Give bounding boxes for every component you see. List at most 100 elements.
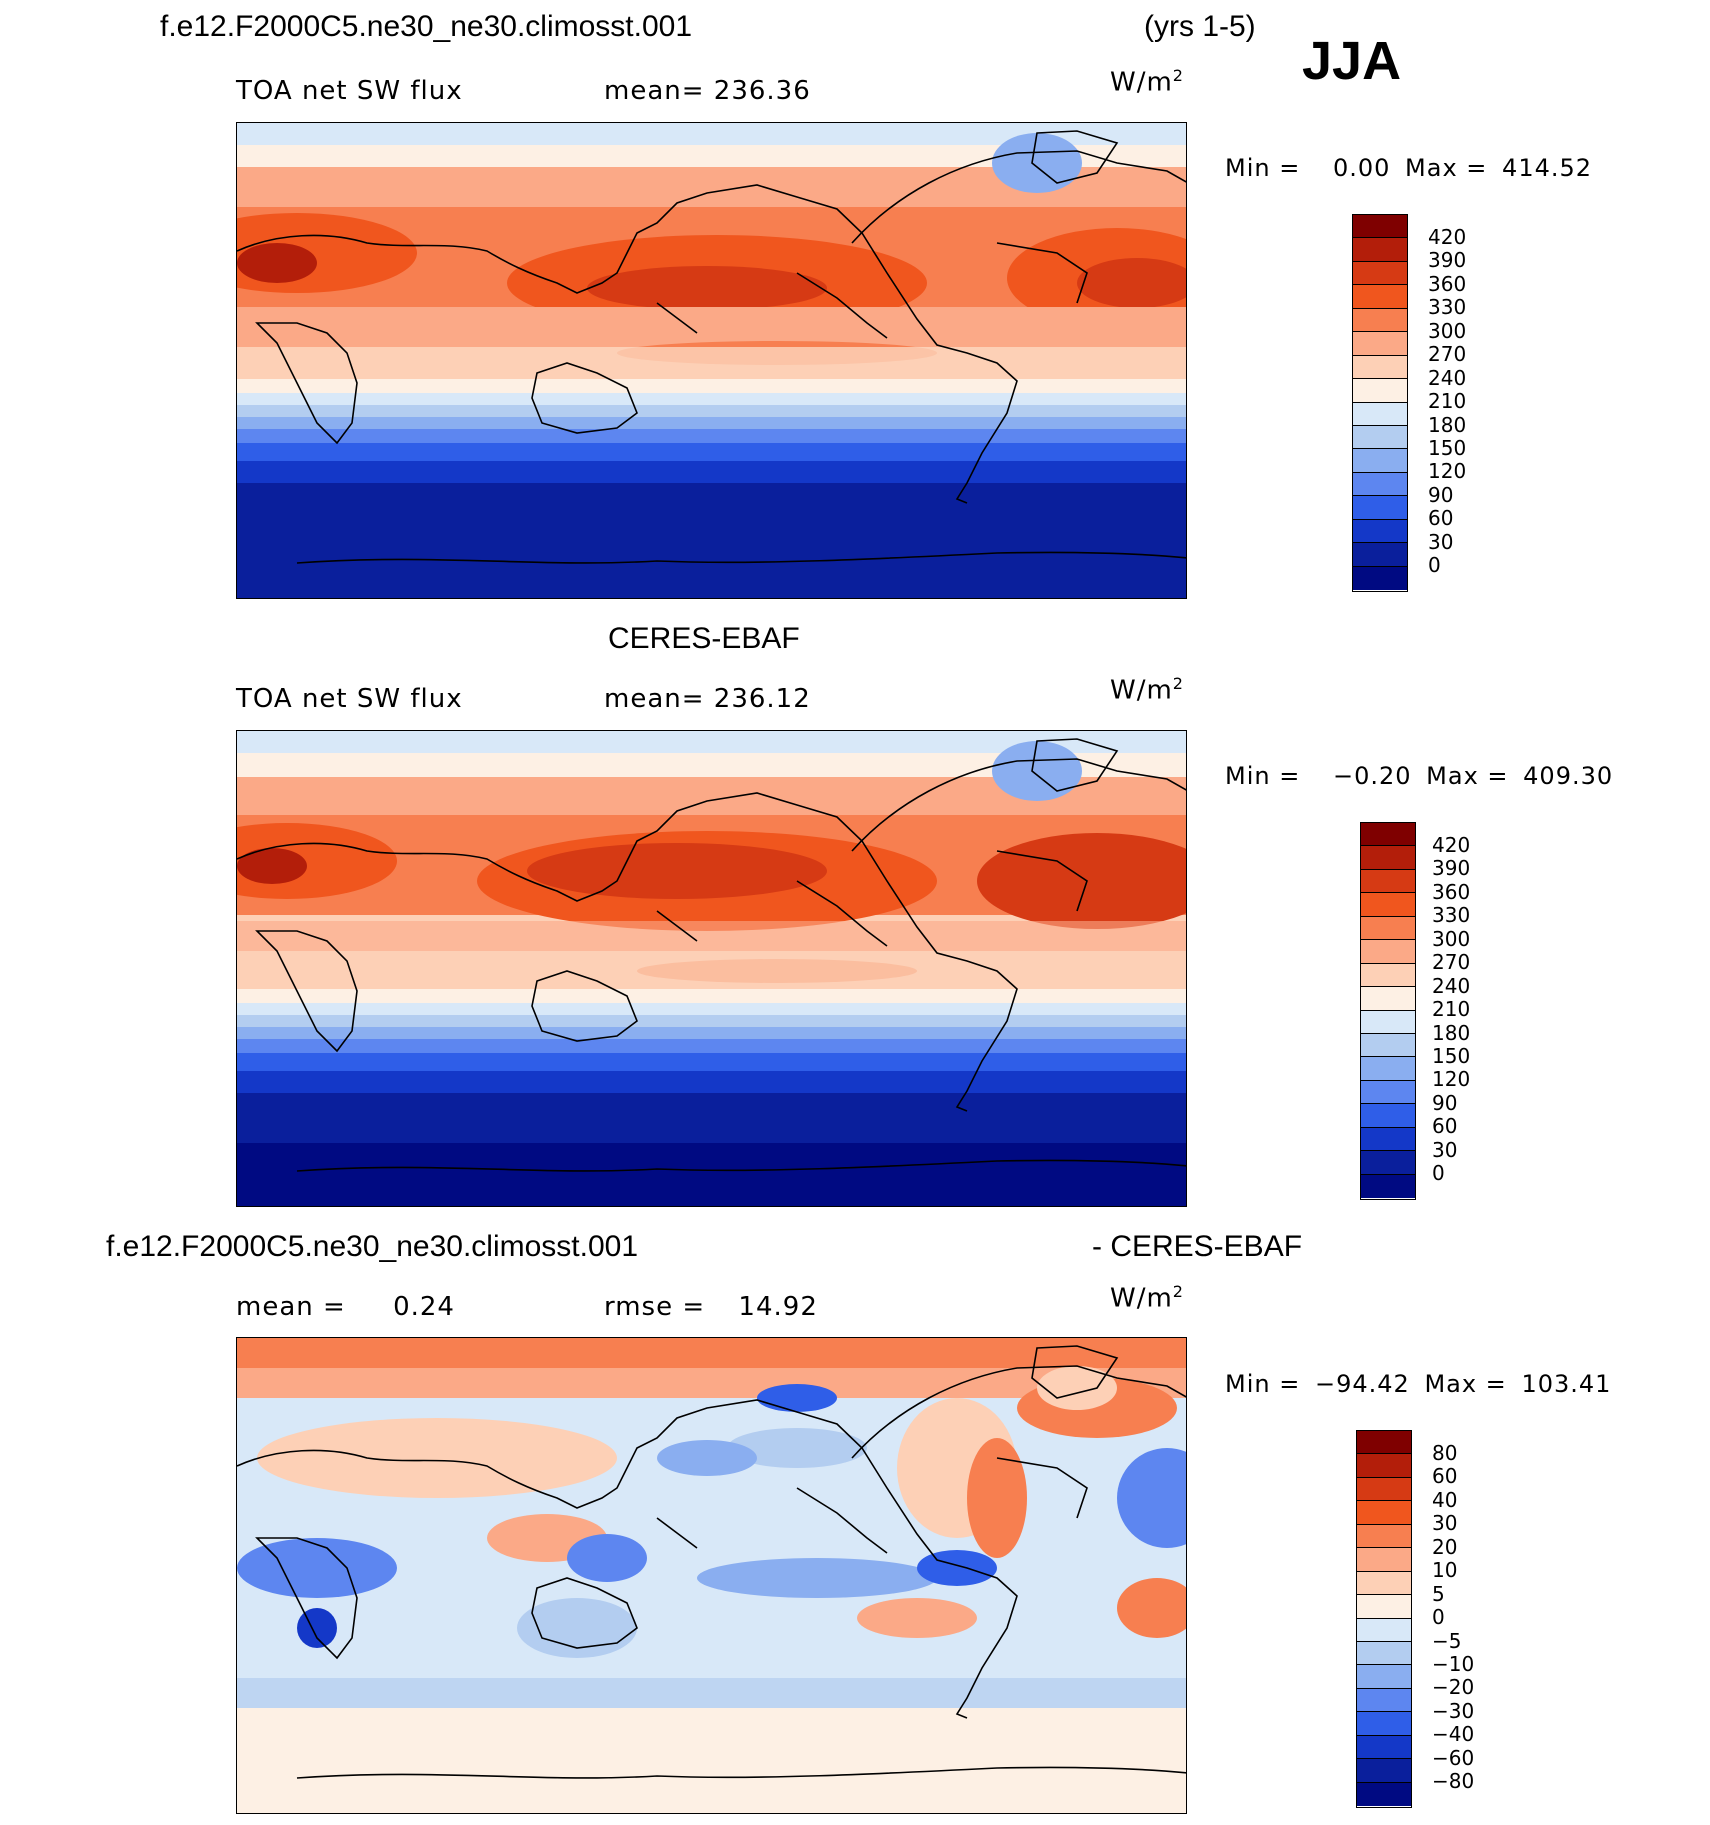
- panel3-min-value: −94.42: [1314, 1370, 1410, 1398]
- colorbar-swatch: [1361, 1151, 1415, 1175]
- colorbar-tick-label: 390: [1428, 248, 1467, 273]
- panel3-mean-label: mean =: [236, 1292, 346, 1322]
- panel3-colorbar: [1356, 1430, 1412, 1808]
- colorbar-swatch: [1361, 1174, 1415, 1198]
- panel3-minmax: Min = −94.42 Max = 103.41: [1225, 1370, 1611, 1398]
- panel3-map: [236, 1337, 1187, 1814]
- colorbar-swatch: [1357, 1712, 1411, 1736]
- panel2-colorbar: [1360, 822, 1416, 1200]
- colorbar-swatch: [1353, 543, 1407, 567]
- panel2-max-label: Max =: [1426, 762, 1509, 790]
- colorbar-tick-label: 30: [1432, 1511, 1458, 1536]
- colorbar-tick-label: 40: [1432, 1487, 1458, 1512]
- colorbar-swatch: [1361, 940, 1415, 964]
- colorbar-tick-label: 420: [1432, 833, 1471, 857]
- colorbar-swatch: [1361, 893, 1415, 917]
- colorbar-tick-label: 270: [1432, 950, 1471, 975]
- colorbar-tick-label: 360: [1432, 879, 1471, 904]
- panel2-mean: mean= 236.12: [604, 684, 811, 714]
- colorbar-tick-label: 0: [1428, 553, 1441, 578]
- colorbar-tick-label: 5: [1432, 1581, 1445, 1606]
- panel1-units-sup: 2: [1172, 66, 1184, 85]
- colorbar-tick-label: 10: [1432, 1558, 1458, 1583]
- colorbar-tick-label: 210: [1428, 389, 1467, 414]
- panel2-units-base: W/m: [1110, 675, 1173, 706]
- panel3-rmse-value: 14.92: [738, 1292, 818, 1322]
- colorbar-swatch: [1361, 846, 1415, 870]
- panel1-units: W/m2: [1110, 66, 1184, 98]
- panel1-min-label: Min =: [1225, 154, 1301, 182]
- colorbar-swatch: [1353, 308, 1407, 333]
- colorbar-swatch: [1353, 355, 1407, 380]
- colorbar-swatch: [1353, 496, 1407, 520]
- panel3-rmse-label: rmse =: [604, 1292, 706, 1322]
- season-label: JJA: [1302, 31, 1402, 91]
- panel3-mean: mean = 0.24: [236, 1292, 455, 1322]
- colorbar-tick-label: 90: [1428, 482, 1454, 507]
- colorbar-swatch: [1357, 1618, 1411, 1642]
- panel3-units-base: W/m: [1110, 1283, 1173, 1314]
- panel3-units-sup: 2: [1172, 1282, 1184, 1301]
- colorbar-tick-label: −20: [1432, 1675, 1475, 1700]
- panel3-min-label: Min =: [1225, 1370, 1301, 1398]
- colorbar-swatch: [1361, 1033, 1415, 1058]
- colorbar-swatch: [1353, 332, 1407, 356]
- colorbar-tick-label: −5: [1432, 1628, 1462, 1653]
- panel2-max-value: 409.30: [1523, 762, 1614, 790]
- colorbar-swatch: [1357, 1688, 1411, 1713]
- colorbar-tick-label: 30: [1428, 529, 1454, 554]
- colorbar-tick-label: −80: [1432, 1769, 1475, 1794]
- panel2-map-svg: [237, 731, 1186, 1206]
- colorbar-swatch: [1361, 916, 1415, 941]
- colorbar-swatch: [1353, 261, 1407, 286]
- panel1-map-svg: [237, 123, 1186, 598]
- colorbar-swatch: [1357, 1595, 1411, 1619]
- colorbar-tick-label: 210: [1432, 997, 1471, 1022]
- colorbar-swatch: [1361, 1010, 1415, 1034]
- colorbar-swatch: [1353, 519, 1407, 544]
- colorbar-tick-label: 180: [1428, 412, 1467, 437]
- panel3-title-left: f.e12.F2000C5.ne30_ne30.climosst.001: [106, 1230, 639, 1263]
- case-title: f.e12.F2000C5.ne30_ne30.climosst.001: [160, 10, 693, 43]
- panel2-minmax: Min = −0.20 Max = 409.30: [1225, 762, 1613, 790]
- colorbar-swatch: [1357, 1524, 1411, 1549]
- panel2-min-value: −0.20: [1332, 762, 1412, 790]
- colorbar-swatch: [1353, 449, 1407, 473]
- colorbar-swatch: [1357, 1477, 1411, 1502]
- colorbar-tick-label: 300: [1428, 318, 1467, 343]
- colorbar-swatch: [1361, 1080, 1415, 1105]
- colorbar-swatch: [1361, 823, 1415, 847]
- panel3-rmse: rmse = 14.92: [604, 1292, 818, 1322]
- panel1-map: [236, 122, 1187, 599]
- colorbar-tick-label: −10: [1432, 1651, 1475, 1676]
- colorbar-tick-label: 80: [1432, 1441, 1458, 1465]
- panel3-map-svg: [237, 1338, 1186, 1813]
- colorbar-tick-label: 120: [1428, 459, 1467, 484]
- panel2-map: [236, 730, 1187, 1207]
- panel1-units-base: W/m: [1110, 67, 1173, 98]
- colorbar-tick-label: 120: [1432, 1067, 1471, 1092]
- colorbar-tick-label: 240: [1428, 365, 1467, 390]
- colorbar-tick-label: 240: [1432, 973, 1471, 998]
- colorbar-tick-label: 60: [1432, 1464, 1458, 1489]
- colorbar-swatch: [1361, 1104, 1415, 1128]
- colorbar-tick-label: 0: [1432, 1605, 1445, 1630]
- panel1-colorbar: [1352, 214, 1408, 592]
- colorbar-swatch: [1357, 1501, 1411, 1525]
- colorbar-tick-label: 150: [1428, 435, 1467, 460]
- colorbar-tick-label: 270: [1428, 342, 1467, 367]
- colorbar-swatch: [1361, 963, 1415, 988]
- colorbar-tick-label: −40: [1432, 1722, 1475, 1747]
- colorbar-swatch: [1353, 566, 1407, 590]
- colorbar-tick-label: 330: [1428, 295, 1467, 320]
- colorbar-swatch: [1357, 1454, 1411, 1478]
- panel3-title-right: - CERES-EBAF: [1092, 1230, 1303, 1263]
- colorbar-tick-label: 330: [1432, 903, 1471, 928]
- colorbar-tick-label: 300: [1432, 926, 1471, 951]
- colorbar-swatch: [1357, 1431, 1411, 1455]
- colorbar-swatch: [1357, 1759, 1411, 1783]
- panel2-min-label: Min =: [1225, 762, 1301, 790]
- colorbar-swatch: [1353, 402, 1407, 426]
- colorbar-swatch: [1353, 379, 1407, 403]
- colorbar-swatch: [1361, 869, 1415, 894]
